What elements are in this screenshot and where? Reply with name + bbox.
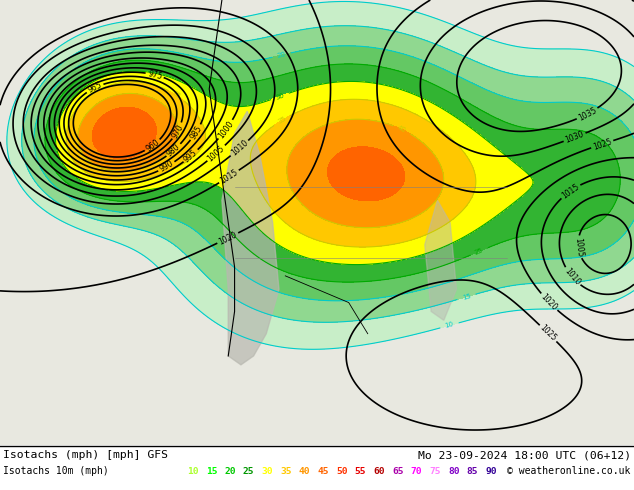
- Text: 15: 15: [205, 467, 217, 476]
- Text: 1020: 1020: [217, 230, 238, 246]
- Text: 25: 25: [474, 247, 484, 256]
- Text: 1020: 1020: [539, 292, 559, 312]
- Text: Mo 23-09-2024 18:00 UTC (06+12): Mo 23-09-2024 18:00 UTC (06+12): [418, 450, 631, 460]
- Text: 35: 35: [171, 90, 181, 100]
- Text: 20: 20: [224, 467, 236, 476]
- Text: 85: 85: [467, 467, 478, 476]
- Text: 10: 10: [187, 467, 198, 476]
- Text: 20: 20: [276, 51, 287, 59]
- Text: 995: 995: [183, 148, 199, 164]
- Text: 1030: 1030: [564, 129, 585, 145]
- Text: 970: 970: [170, 122, 185, 140]
- Text: 15: 15: [462, 293, 472, 301]
- Text: 45: 45: [318, 467, 329, 476]
- Text: 1005: 1005: [573, 237, 584, 257]
- Text: 40: 40: [299, 467, 311, 476]
- Text: 65: 65: [392, 467, 404, 476]
- Text: 70: 70: [411, 467, 422, 476]
- Text: 1025: 1025: [538, 323, 558, 343]
- Text: 1015: 1015: [219, 168, 240, 186]
- Text: 25: 25: [243, 467, 254, 476]
- Text: 1035: 1035: [577, 105, 598, 122]
- Text: 80: 80: [448, 467, 460, 476]
- Text: 75: 75: [429, 467, 441, 476]
- Text: 975: 975: [146, 69, 163, 81]
- Text: 1025: 1025: [592, 137, 612, 151]
- Text: Isotachs 10m (mph): Isotachs 10m (mph): [3, 466, 109, 476]
- Text: 1000: 1000: [216, 119, 235, 140]
- Text: 35: 35: [280, 467, 292, 476]
- Text: 985: 985: [188, 124, 204, 141]
- Text: 1005: 1005: [206, 144, 226, 163]
- Text: © weatheronline.co.uk: © weatheronline.co.uk: [507, 466, 631, 476]
- Text: 90: 90: [486, 467, 497, 476]
- Text: 30: 30: [262, 467, 273, 476]
- Text: 35: 35: [276, 116, 287, 125]
- Text: 10: 10: [444, 321, 455, 329]
- Text: 1010: 1010: [230, 139, 250, 158]
- Text: 990: 990: [158, 159, 175, 174]
- Polygon shape: [222, 111, 279, 365]
- Text: 40: 40: [140, 162, 150, 171]
- Text: 1010: 1010: [562, 267, 582, 287]
- Text: 60: 60: [373, 467, 385, 476]
- Text: 1015: 1015: [560, 182, 581, 200]
- Text: 965: 965: [86, 80, 103, 95]
- Text: 960: 960: [144, 138, 161, 153]
- Text: 50: 50: [336, 467, 347, 476]
- Text: 980: 980: [165, 142, 182, 158]
- Text: Isotachs (mph) [mph] GFS: Isotachs (mph) [mph] GFS: [3, 450, 168, 460]
- Text: 55: 55: [355, 467, 366, 476]
- Text: 30: 30: [275, 92, 285, 101]
- Text: 40: 40: [397, 125, 407, 134]
- Polygon shape: [425, 200, 456, 320]
